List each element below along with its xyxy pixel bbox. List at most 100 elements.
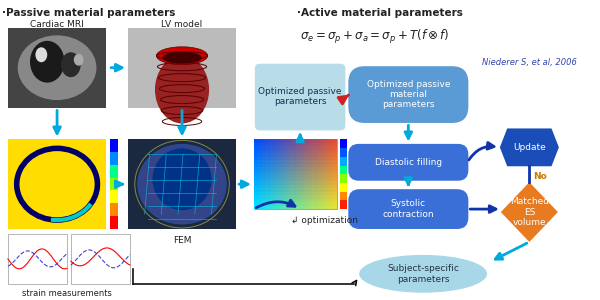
FancyBboxPatch shape [325, 206, 329, 209]
FancyBboxPatch shape [329, 143, 334, 146]
Ellipse shape [32, 162, 82, 206]
FancyBboxPatch shape [275, 206, 279, 209]
FancyBboxPatch shape [254, 160, 258, 164]
FancyBboxPatch shape [317, 140, 321, 143]
FancyBboxPatch shape [266, 178, 271, 181]
FancyBboxPatch shape [271, 206, 275, 209]
FancyBboxPatch shape [271, 192, 275, 195]
FancyBboxPatch shape [279, 185, 283, 188]
FancyBboxPatch shape [313, 143, 317, 146]
FancyBboxPatch shape [308, 192, 313, 195]
FancyBboxPatch shape [262, 181, 266, 185]
FancyBboxPatch shape [292, 206, 296, 209]
FancyBboxPatch shape [340, 200, 347, 209]
FancyBboxPatch shape [128, 140, 236, 229]
FancyBboxPatch shape [287, 174, 292, 178]
FancyBboxPatch shape [275, 195, 279, 199]
FancyBboxPatch shape [275, 202, 279, 206]
FancyBboxPatch shape [329, 160, 334, 164]
FancyBboxPatch shape [325, 143, 329, 146]
FancyBboxPatch shape [317, 164, 321, 167]
FancyBboxPatch shape [325, 150, 329, 153]
FancyBboxPatch shape [349, 144, 469, 181]
FancyBboxPatch shape [283, 174, 287, 178]
FancyBboxPatch shape [321, 171, 325, 174]
FancyBboxPatch shape [325, 160, 329, 164]
FancyBboxPatch shape [266, 192, 271, 195]
FancyBboxPatch shape [313, 202, 317, 206]
FancyBboxPatch shape [300, 140, 304, 143]
FancyBboxPatch shape [349, 66, 469, 123]
FancyBboxPatch shape [313, 195, 317, 199]
FancyBboxPatch shape [266, 150, 271, 153]
FancyBboxPatch shape [317, 171, 321, 174]
FancyBboxPatch shape [329, 206, 334, 209]
FancyBboxPatch shape [258, 150, 262, 153]
FancyBboxPatch shape [271, 171, 275, 174]
FancyBboxPatch shape [329, 164, 334, 167]
Ellipse shape [35, 47, 47, 62]
FancyBboxPatch shape [325, 164, 329, 167]
FancyBboxPatch shape [279, 140, 283, 143]
FancyBboxPatch shape [300, 178, 304, 181]
FancyBboxPatch shape [271, 164, 275, 167]
FancyBboxPatch shape [279, 146, 283, 150]
FancyBboxPatch shape [334, 150, 337, 153]
FancyBboxPatch shape [329, 181, 334, 185]
FancyBboxPatch shape [300, 164, 304, 167]
FancyBboxPatch shape [283, 188, 287, 192]
FancyBboxPatch shape [266, 143, 271, 146]
FancyBboxPatch shape [317, 146, 321, 150]
FancyBboxPatch shape [8, 234, 67, 284]
FancyBboxPatch shape [262, 206, 266, 209]
Ellipse shape [138, 144, 226, 224]
FancyBboxPatch shape [275, 171, 279, 174]
FancyBboxPatch shape [254, 150, 258, 153]
FancyBboxPatch shape [325, 185, 329, 188]
FancyBboxPatch shape [262, 195, 266, 199]
FancyBboxPatch shape [292, 167, 296, 171]
FancyBboxPatch shape [287, 192, 292, 195]
Ellipse shape [61, 52, 80, 77]
FancyBboxPatch shape [317, 192, 321, 195]
FancyBboxPatch shape [321, 153, 325, 157]
Text: Optimized passive
parameters: Optimized passive parameters [259, 87, 342, 106]
Text: ·Passive material parameters: ·Passive material parameters [2, 8, 175, 18]
FancyBboxPatch shape [296, 199, 300, 202]
FancyBboxPatch shape [254, 202, 258, 206]
FancyBboxPatch shape [300, 171, 304, 174]
FancyBboxPatch shape [334, 178, 337, 181]
FancyBboxPatch shape [258, 178, 262, 181]
FancyBboxPatch shape [296, 160, 300, 164]
FancyBboxPatch shape [334, 199, 337, 202]
FancyBboxPatch shape [317, 178, 321, 181]
FancyBboxPatch shape [254, 178, 258, 181]
FancyBboxPatch shape [349, 189, 469, 229]
FancyBboxPatch shape [283, 178, 287, 181]
FancyBboxPatch shape [266, 153, 271, 157]
Ellipse shape [30, 41, 64, 82]
FancyBboxPatch shape [258, 171, 262, 174]
Polygon shape [501, 182, 558, 242]
FancyBboxPatch shape [321, 160, 325, 164]
FancyBboxPatch shape [254, 206, 258, 209]
Text: Subject-specific
parameters: Subject-specific parameters [387, 264, 459, 284]
FancyBboxPatch shape [275, 167, 279, 171]
FancyBboxPatch shape [279, 206, 283, 209]
FancyBboxPatch shape [275, 181, 279, 185]
Ellipse shape [163, 52, 202, 64]
FancyBboxPatch shape [283, 185, 287, 188]
FancyBboxPatch shape [317, 181, 321, 185]
FancyBboxPatch shape [313, 167, 317, 171]
FancyBboxPatch shape [300, 188, 304, 192]
FancyBboxPatch shape [254, 153, 258, 157]
FancyBboxPatch shape [329, 202, 334, 206]
FancyBboxPatch shape [321, 167, 325, 171]
FancyBboxPatch shape [283, 181, 287, 185]
Ellipse shape [155, 56, 209, 124]
FancyBboxPatch shape [321, 150, 325, 153]
FancyBboxPatch shape [340, 140, 347, 148]
FancyBboxPatch shape [308, 160, 313, 164]
FancyBboxPatch shape [313, 157, 317, 160]
FancyBboxPatch shape [308, 188, 313, 192]
